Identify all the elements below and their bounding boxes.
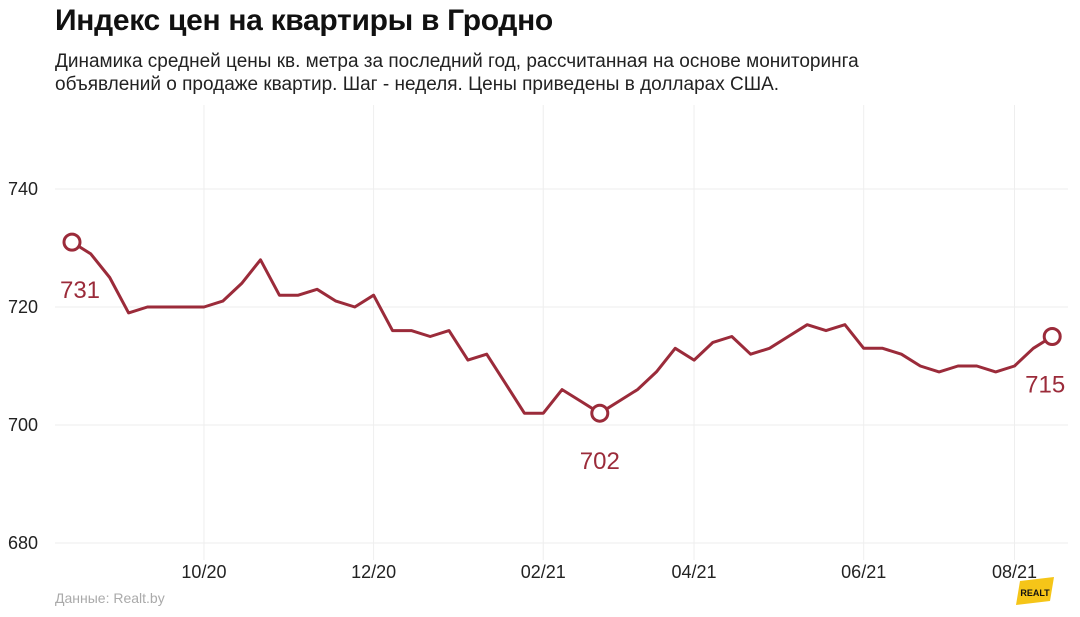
x-tick-label: 08/21 xyxy=(992,562,1037,582)
data-point xyxy=(561,388,564,391)
logo-shape xyxy=(1016,577,1054,605)
data-point xyxy=(956,365,959,368)
data-point xyxy=(127,311,130,314)
data-point xyxy=(919,365,922,368)
data-point xyxy=(240,282,243,285)
x-tick-label: 12/20 xyxy=(351,562,396,582)
data-point xyxy=(334,300,337,303)
data-point xyxy=(768,347,771,350)
data-point xyxy=(749,353,752,356)
y-tick-label: 680 xyxy=(8,533,38,553)
data-point xyxy=(881,347,884,350)
chart-title: Индекс цен на квартиры в Гродно xyxy=(55,4,553,37)
highlight-marker xyxy=(62,232,82,252)
data-point xyxy=(165,306,168,309)
data-point xyxy=(787,335,790,338)
data-point xyxy=(636,388,639,391)
data-point xyxy=(975,365,978,368)
data-point xyxy=(825,329,828,332)
data-point xyxy=(1013,365,1016,368)
logo-text: REALT xyxy=(1020,588,1050,598)
data-point xyxy=(900,353,903,356)
chart-subtitle: Динамика средней цены кв. метра за после… xyxy=(55,50,935,96)
y-tick-label: 700 xyxy=(8,415,38,435)
data-point xyxy=(372,294,375,297)
data-point xyxy=(523,412,526,415)
data-point xyxy=(542,412,545,415)
data-point xyxy=(448,329,451,332)
y-tick-label: 720 xyxy=(8,297,38,317)
data-point xyxy=(429,335,432,338)
data-point xyxy=(579,400,582,403)
data-point xyxy=(316,288,319,291)
data-point xyxy=(353,306,356,309)
data-point xyxy=(146,306,149,309)
data-point xyxy=(1032,347,1035,350)
x-tick-label: 10/20 xyxy=(181,562,226,582)
data-point xyxy=(485,353,488,356)
data-point xyxy=(410,329,413,332)
x-tick-label: 02/21 xyxy=(521,562,566,582)
data-point xyxy=(843,323,846,326)
data-label: 715 xyxy=(1025,372,1065,399)
highlight-marker xyxy=(1042,327,1062,346)
data-point xyxy=(693,359,696,362)
subtitle-line-2: объявлений о продаже квартир. Шаг - неде… xyxy=(55,74,780,95)
y-tick-label: 740 xyxy=(8,179,38,199)
data-point xyxy=(994,370,997,373)
data-point xyxy=(221,300,224,303)
highlight-marker xyxy=(590,403,610,423)
x-tick-label: 04/21 xyxy=(672,562,717,582)
data-point xyxy=(862,347,865,350)
data-point xyxy=(674,347,677,350)
data-point xyxy=(711,341,714,344)
realt-logo: REALT xyxy=(1016,577,1054,605)
data-point xyxy=(466,359,469,362)
subtitle-line-1: Динамика средней цены кв. метра за после… xyxy=(55,51,859,72)
data-point xyxy=(297,294,300,297)
data-point xyxy=(184,306,187,309)
data-point xyxy=(391,329,394,332)
data-point xyxy=(655,370,658,373)
x-tick-label: 06/21 xyxy=(841,562,886,582)
data-point xyxy=(617,400,620,403)
data-label: 702 xyxy=(580,448,620,475)
data-point xyxy=(278,294,281,297)
data-point xyxy=(89,252,92,255)
source-note: Данные: Realt.by xyxy=(55,590,165,606)
data-point xyxy=(730,335,733,338)
data-point xyxy=(259,258,262,261)
data-point xyxy=(504,382,507,385)
data-label: 731 xyxy=(60,277,100,304)
data-point xyxy=(806,323,809,326)
price-index-line xyxy=(70,240,1054,415)
data-point xyxy=(202,306,205,309)
data-point xyxy=(938,370,941,373)
data-point xyxy=(108,276,111,279)
